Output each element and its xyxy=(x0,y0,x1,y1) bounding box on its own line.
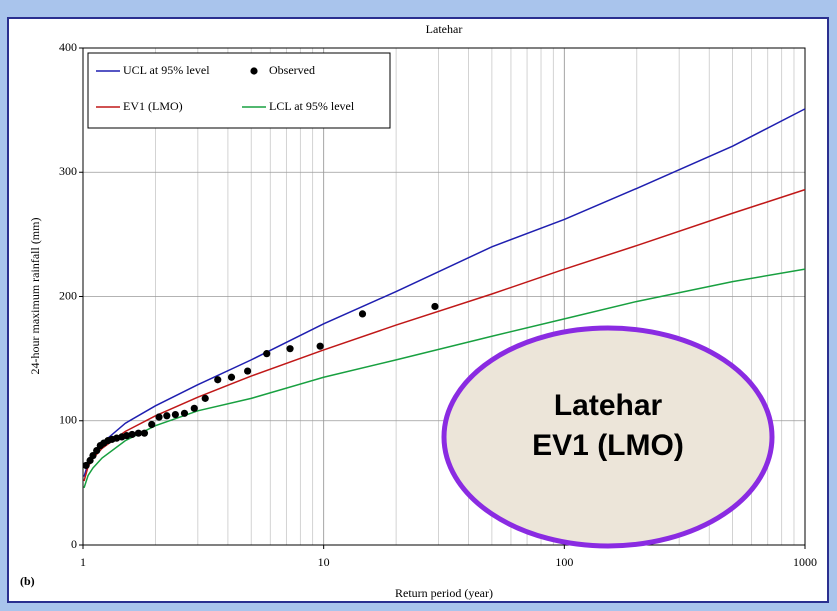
series-line xyxy=(83,268,806,489)
x-tick-label: 10 xyxy=(318,555,330,569)
chart-title: Latehar xyxy=(426,22,463,36)
observed-point xyxy=(89,451,97,460)
legend-label: EV1 (LMO) xyxy=(123,99,183,113)
observed-point xyxy=(140,429,149,437)
observed-point xyxy=(316,342,324,350)
observed-point xyxy=(214,376,222,384)
observed-point xyxy=(244,367,252,375)
observed-point xyxy=(358,310,367,318)
observed-point xyxy=(128,430,136,439)
legend-label: Observed xyxy=(269,63,315,77)
annotation-text: Latehar xyxy=(554,389,663,422)
y-tick-label: 0 xyxy=(71,537,77,551)
legend-label: LCL at 95% level xyxy=(269,99,355,113)
y-tick-label: 100 xyxy=(59,413,77,427)
observed-point xyxy=(286,345,294,353)
panel-label: (b) xyxy=(20,574,35,588)
observed-point xyxy=(227,373,236,381)
y-tick-label: 400 xyxy=(59,40,77,54)
observed-point xyxy=(263,350,271,358)
observed-point xyxy=(155,413,163,421)
legend-box xyxy=(87,52,391,129)
observed-point xyxy=(201,394,209,402)
y-tick-label: 300 xyxy=(59,164,77,178)
x-tick-label: 100 xyxy=(555,555,573,569)
observed-point xyxy=(180,409,189,417)
observed-point xyxy=(148,420,156,429)
observed-point xyxy=(431,302,439,311)
observed-point xyxy=(134,429,143,437)
observed-point xyxy=(163,412,171,420)
x-axis-label: Return period (year) xyxy=(395,586,493,600)
observed-point xyxy=(123,432,131,440)
observed-point xyxy=(190,404,198,412)
plot-frame xyxy=(82,47,806,546)
legend-label: UCL at 95% level xyxy=(123,63,210,77)
observed-point xyxy=(93,446,101,455)
annotation-ellipse xyxy=(441,325,775,549)
observed-point xyxy=(171,410,179,419)
x-tick-label: 1 xyxy=(80,555,86,569)
x-tick-label: 1000 xyxy=(793,555,817,569)
annotation-text: EV1 (LMO) xyxy=(532,429,684,462)
y-axis-label: 24-hour maximum rainfall (mm) xyxy=(28,218,42,375)
legend-marker xyxy=(250,67,258,75)
y-tick-label: 200 xyxy=(59,288,77,302)
observed-point xyxy=(82,461,90,470)
